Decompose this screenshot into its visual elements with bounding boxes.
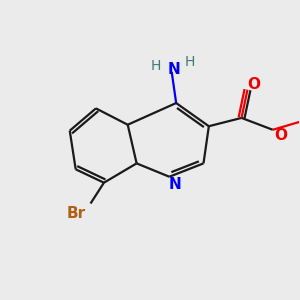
Text: O: O: [274, 128, 288, 142]
Text: H: H: [185, 55, 195, 69]
Text: N: N: [168, 62, 180, 77]
Text: H: H: [151, 59, 161, 73]
Text: N: N: [168, 177, 181, 192]
Text: Br: Br: [67, 206, 86, 221]
Text: O: O: [247, 77, 260, 92]
